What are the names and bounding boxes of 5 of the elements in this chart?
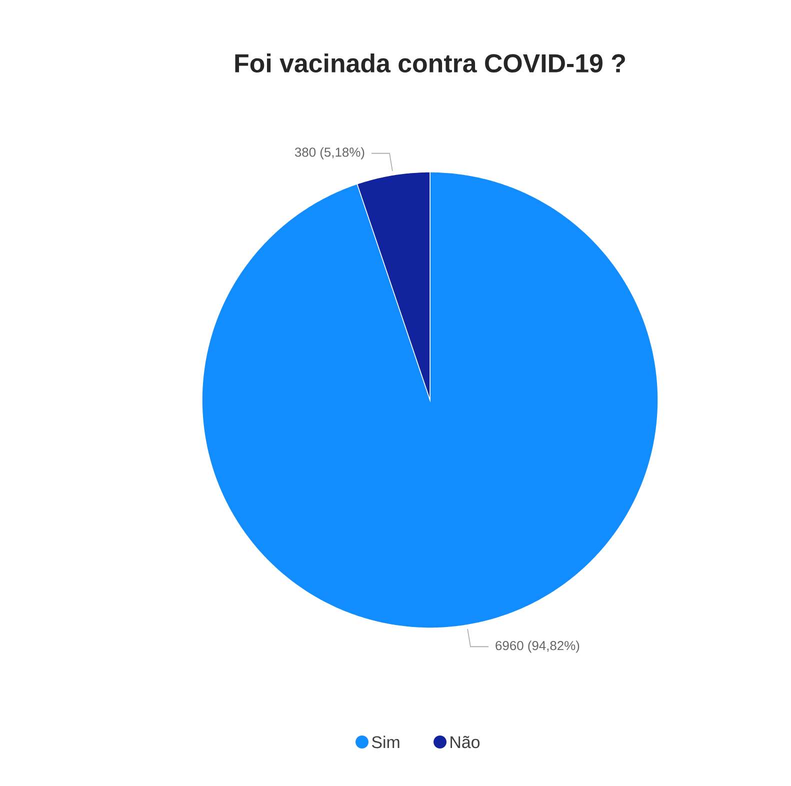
data-label: 6960 (94,82%) [496,640,580,653]
legend-label: Sim [372,736,400,748]
legend-label: Não [450,736,480,748]
data-label: 380 (5,18%) [294,147,364,160]
chart-title: Foi vacinada contra COVID-19 ? [235,53,625,72]
